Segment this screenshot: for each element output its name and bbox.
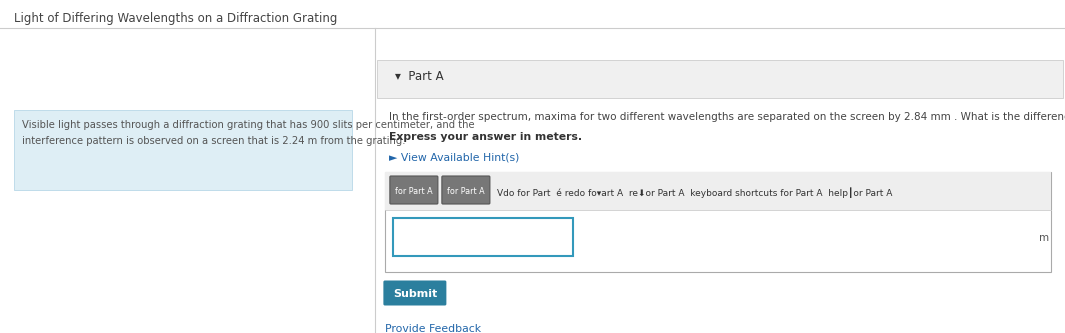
Text: Vdo for Part  é redo fo▾art A  re⬇or Part A  keyboard shortcuts for Part A  help: Vdo for Part é redo fo▾art A re⬇or Part … (497, 188, 892, 198)
Bar (384, 172, 1051, 272)
Text: m: m (1039, 233, 1049, 243)
Text: ▾  Part A: ▾ Part A (395, 70, 443, 83)
Bar (384, 172, 1051, 210)
FancyBboxPatch shape (442, 176, 490, 204)
FancyBboxPatch shape (383, 280, 446, 305)
FancyBboxPatch shape (390, 176, 438, 204)
FancyBboxPatch shape (14, 110, 353, 190)
Text: In the first-order spectrum, maxima for two different wavelengths are separated : In the first-order spectrum, maxima for … (389, 112, 1065, 122)
Text: Light of Differing Wavelengths on a Diffraction Grating: Light of Differing Wavelengths on a Diff… (14, 12, 338, 25)
Bar (377, 60, 1063, 98)
Text: interference pattern is observed on a screen that is 2.24 m from the grating.: interference pattern is observed on a sc… (22, 136, 406, 146)
Text: Visible light passes through a diffraction grating that has 900 slits per centim: Visible light passes through a diffracti… (22, 120, 475, 130)
Text: for Part A: for Part A (395, 186, 432, 195)
Text: Submit: Submit (393, 289, 437, 299)
Bar (393, 218, 573, 256)
Text: Express your answer in meters.: Express your answer in meters. (389, 132, 581, 142)
Text: Provide Feedback: Provide Feedback (384, 324, 481, 333)
Text: ► View Available Hint(s): ► View Available Hint(s) (389, 152, 520, 162)
Text: for Part A: for Part A (447, 186, 485, 195)
